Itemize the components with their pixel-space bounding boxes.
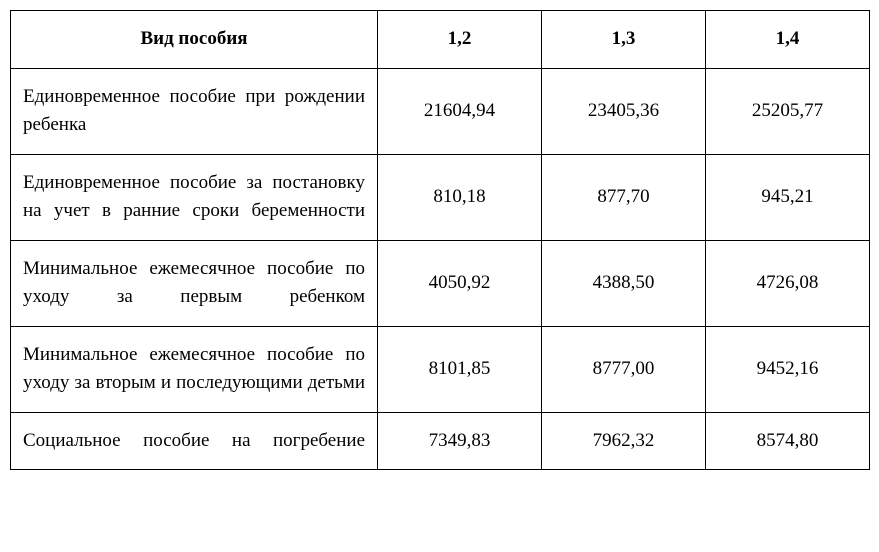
table-row: Единовременное пособие за постановку на … (11, 154, 870, 240)
benefits-table: Вид пособия 1,2 1,3 1,4 Единовременное п… (10, 10, 870, 470)
row-label: Минимальное ежемесячное пособие по уходу… (11, 326, 378, 412)
row-value-13: 8777,00 (542, 326, 706, 412)
row-label: Социальное пособие на погребение (11, 412, 378, 470)
col-header-label: Вид пособия (11, 11, 378, 69)
row-value-13: 877,70 (542, 154, 706, 240)
row-value-14: 4726,08 (706, 240, 870, 326)
table-row: Минимальное ежемесячное пособие по уходу… (11, 326, 870, 412)
row-value-13: 4388,50 (542, 240, 706, 326)
row-value-12: 4050,92 (378, 240, 542, 326)
col-header-13: 1,3 (542, 11, 706, 69)
row-value-12: 8101,85 (378, 326, 542, 412)
row-value-14: 9452,16 (706, 326, 870, 412)
row-label: Единовременное пособие при рождении ребе… (11, 68, 378, 154)
col-header-14: 1,4 (706, 11, 870, 69)
row-value-14: 8574,80 (706, 412, 870, 470)
table-header-row: Вид пособия 1,2 1,3 1,4 (11, 11, 870, 69)
col-header-12: 1,2 (378, 11, 542, 69)
row-value-14: 945,21 (706, 154, 870, 240)
table-row: Социальное пособие на погребение 7349,83… (11, 412, 870, 470)
table-row: Минимальное ежемесячное пособие по уходу… (11, 240, 870, 326)
row-value-12: 810,18 (378, 154, 542, 240)
table-row: Единовременное пособие при рождении ребе… (11, 68, 870, 154)
row-value-12: 21604,94 (378, 68, 542, 154)
row-value-12: 7349,83 (378, 412, 542, 470)
row-label: Минимальное ежемесячное пособие по уходу… (11, 240, 378, 326)
row-value-13: 23405,36 (542, 68, 706, 154)
row-value-13: 7962,32 (542, 412, 706, 470)
row-value-14: 25205,77 (706, 68, 870, 154)
row-label: Единовременное пособие за постановку на … (11, 154, 378, 240)
